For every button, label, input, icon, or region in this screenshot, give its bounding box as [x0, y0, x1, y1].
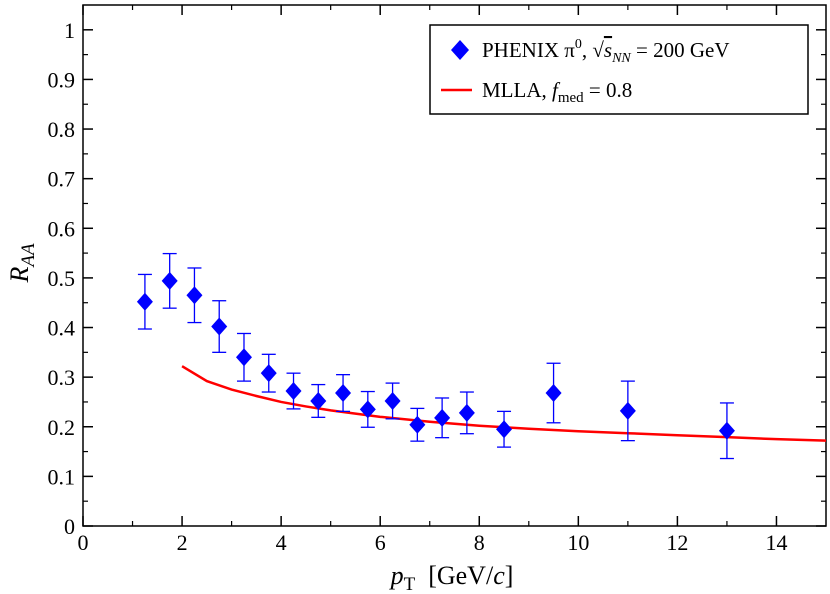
- legend-mlla-label: MLLA, fmed = 0.8: [482, 78, 632, 106]
- y-tick-label: 0.6: [48, 216, 76, 241]
- diamond-marker: [335, 384, 352, 403]
- diamond-marker: [409, 415, 426, 434]
- legend-phenix-label: PHENIX π0, √sNN = 200 GeV: [482, 37, 730, 66]
- data-point: [335, 374, 352, 413]
- x-tick-label: 12: [666, 530, 688, 555]
- diamond-marker: [458, 403, 475, 422]
- data-point: [260, 353, 277, 393]
- y-tick-label: 0.8: [48, 117, 76, 142]
- diamond-marker: [359, 400, 376, 419]
- y-axis-title: RAA: [5, 243, 39, 283]
- legend-diamond-marker: [451, 40, 469, 60]
- data-point: [496, 410, 513, 448]
- y-tick-label: 0.9: [48, 67, 76, 92]
- diamond-marker: [310, 391, 327, 410]
- diamond-marker: [211, 317, 228, 336]
- data-point: [458, 391, 475, 435]
- x-tick-label: 4: [276, 530, 287, 555]
- data-point: [409, 407, 426, 442]
- x-tick-label: 8: [474, 530, 485, 555]
- data-point: [619, 380, 636, 442]
- x-tick-label: 10: [567, 530, 589, 555]
- diamond-marker: [434, 408, 451, 427]
- diamond-marker: [235, 348, 252, 367]
- diamond-marker: [384, 391, 401, 410]
- legend-box: [429, 24, 809, 115]
- data-point: [186, 267, 203, 324]
- diamond-marker: [136, 292, 153, 311]
- diamond-marker: [496, 420, 513, 439]
- x-axis: 0 2 4 6 8 10 12 14: [78, 5, 787, 555]
- y-tick-label: 0.2: [48, 415, 76, 440]
- y-tick-label: 1: [64, 18, 75, 43]
- plot-frame: [82, 4, 827, 527]
- diamond-marker: [285, 382, 302, 401]
- diamond-marker: [260, 364, 277, 383]
- data-point: [136, 273, 153, 330]
- legend: PHENIX π0, √sNN = 200 GeV MLLA, fmed = 0…: [429, 24, 809, 115]
- data-point: [211, 300, 228, 353]
- y-tick-label: 0.7: [48, 167, 76, 192]
- diamond-marker: [161, 271, 178, 290]
- data-point: [384, 382, 401, 420]
- mlla-curve-series: [181, 365, 827, 442]
- y-tick-label: 0.1: [48, 464, 76, 489]
- x-axis-title: pT [GeV/c]: [389, 561, 514, 594]
- data-point: [285, 372, 302, 410]
- mlla-curve: [181, 365, 827, 442]
- data-point: [310, 383, 327, 418]
- phenix-data-series: [136, 252, 735, 460]
- x-tick-label: 2: [177, 530, 188, 555]
- data-point: [359, 390, 376, 428]
- data-point: [434, 397, 451, 439]
- data-point: [161, 252, 178, 309]
- y-tick-label: 0.4: [48, 316, 76, 341]
- x-tick-label: 0: [78, 530, 89, 555]
- y-tick-label: 0: [64, 514, 75, 539]
- data-point: [718, 402, 735, 460]
- y-tick-label: 0.3: [48, 365, 76, 390]
- plot-border: [82, 4, 827, 527]
- data-point: [545, 362, 562, 424]
- y-axis: 0 0.1 0.2 0.3 0.4 0.5 0.6 0.7 0.8 0.9 1: [48, 18, 826, 539]
- y-tick-label: 0.5: [48, 266, 76, 291]
- diamond-marker: [718, 421, 735, 440]
- x-tick-label: 6: [375, 530, 386, 555]
- diamond-marker: [619, 401, 636, 420]
- diamond-marker: [186, 286, 203, 305]
- diamond-marker: [545, 384, 562, 403]
- x-tick-label: 14: [765, 530, 787, 555]
- data-point: [235, 332, 252, 382]
